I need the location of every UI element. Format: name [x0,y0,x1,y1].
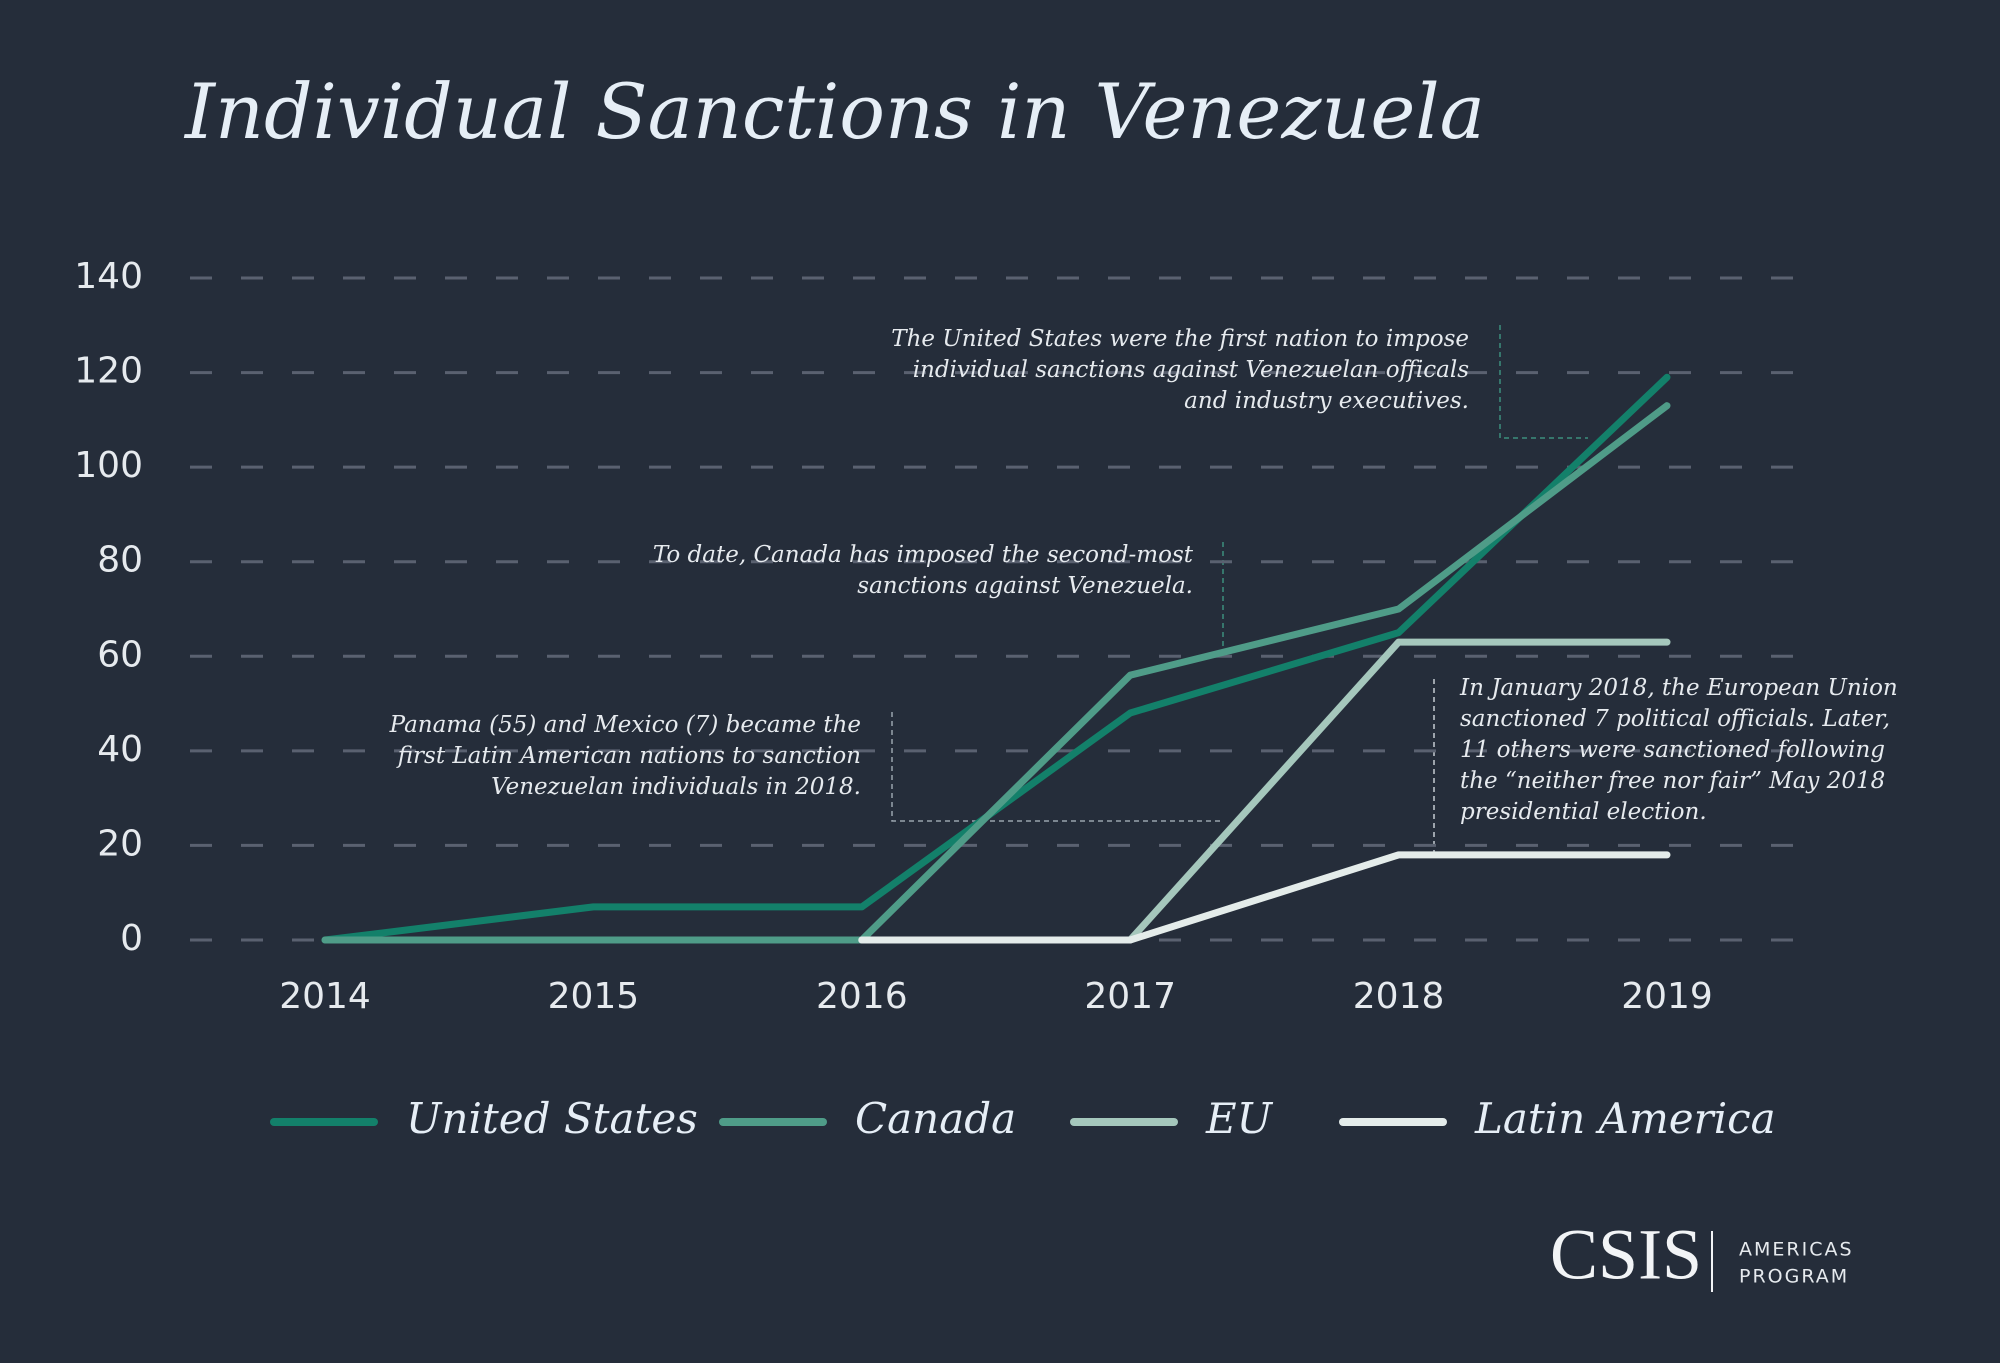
annotation: presidential election. [1460,799,1707,825]
annotation: To date, Canada has imposed the second-m… [653,542,1194,568]
legend-label: United States [406,1094,698,1143]
y-tick-label: 100 [74,445,143,486]
x-tick-label: 2018 [1353,976,1445,1017]
y-tick-label: 120 [74,351,143,392]
connector [1499,325,1588,439]
x-tick-label: 2019 [1621,976,1713,1017]
y-tick-label: 0 [120,918,143,959]
annotation: first Latin American nations to sanction [396,743,861,769]
y-tick-label: 140 [74,256,143,297]
annotation: individual sanctions against Venezuelan … [913,357,1469,383]
annotation: Venezuelan individuals in 2018. [491,774,861,800]
annotation: In January 2018, the European Union [1459,675,1898,701]
x-tick-label: 2017 [1084,976,1176,1017]
annotation: sanctioned 7 political officials. Later, [1460,706,1890,732]
legend-label: EU [1205,1094,1274,1143]
annotation: 11 others were sanctioned following [1460,737,1885,763]
line-series [858,851,1671,944]
logo-name: CSIS [1550,1215,1702,1295]
connector [891,712,1223,822]
line-series [321,402,1671,944]
annotation: The United States were the first nation … [891,326,1469,352]
annotation: and industry executives. [1184,388,1469,414]
legend-label: Latin America [1474,1094,1776,1143]
x-tick-label: 2014 [279,976,371,1017]
annotation: the “neither free nor fair” May 2018 [1460,768,1885,794]
chart-title: Individual Sanctions in Venezuela [183,67,1485,156]
y-tick-label: 20 [97,823,143,864]
y-tick-label: 80 [97,540,143,581]
y-tick-label: 60 [97,634,143,675]
x-tick-label: 2016 [816,976,908,1017]
y-tick-label: 40 [97,729,143,770]
annotation: Panama (55) and Mexico (7) became the [389,712,861,738]
annotation-connectors [891,325,1588,852]
annotation: sanctions against Venezuela. [857,573,1193,599]
logo-program: AMERICAS [1739,1239,1854,1261]
legend-label: Canada [855,1094,1016,1143]
x-tick-label: 2015 [548,976,640,1017]
logo-program: PROGRAM [1739,1266,1849,1288]
